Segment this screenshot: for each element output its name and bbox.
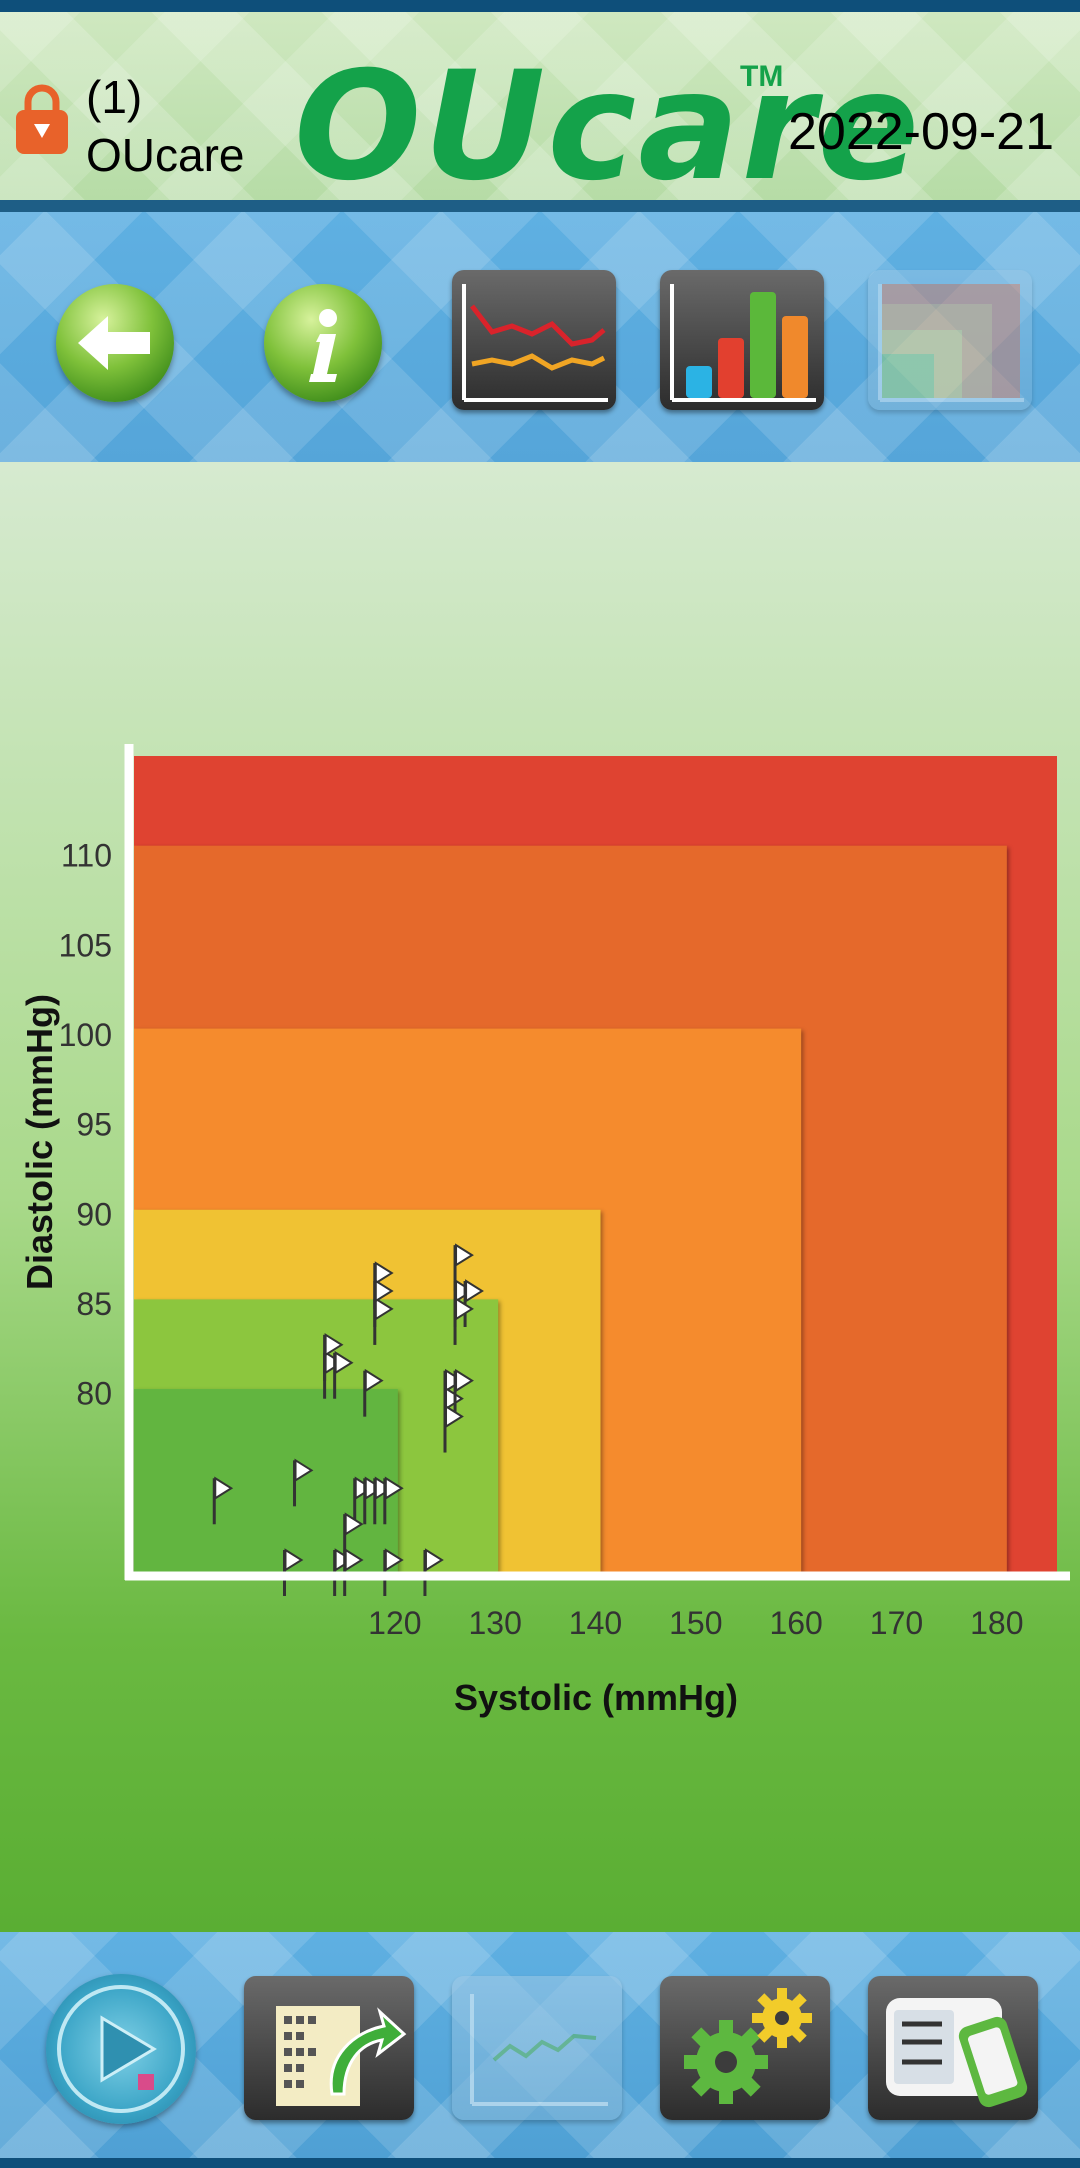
y-tick-label: 95 (76, 1107, 112, 1143)
y-tick-label: 105 (59, 927, 112, 963)
back-button[interactable] (56, 284, 174, 402)
lock-icon[interactable] (14, 82, 70, 156)
y-tick-label: 80 (76, 1376, 112, 1412)
flag-icon[interactable] (453, 1368, 474, 1417)
device-sync-icon (886, 1998, 1028, 2108)
brand-logo: OUcare (294, 40, 922, 214)
flag-icon[interactable] (212, 1476, 234, 1525)
bar-chart-button[interactable] (660, 270, 824, 410)
x-axis-label: Systolic (mmHg) (454, 1677, 738, 1718)
x-tick-label: 160 (769, 1605, 822, 1641)
export-button[interactable] (244, 1976, 414, 2120)
x-tick-label: 140 (569, 1605, 622, 1641)
y-tick-label: 110 (61, 838, 112, 874)
device-button[interactable] (868, 1976, 1038, 2120)
top-toolbar (0, 212, 1080, 462)
y-tick-label: 85 (76, 1286, 112, 1322)
info-button[interactable] (264, 284, 382, 402)
trend-chart-icon (470, 1994, 608, 2106)
flag-icon[interactable] (363, 1368, 384, 1417)
play-icon (57, 1985, 185, 2113)
bottom-toolbar (0, 1932, 1080, 2168)
y-tick-label: 100 (59, 1017, 112, 1053)
x-tick-labels: 120 130 140 150 160 170 180 (368, 1605, 1023, 1641)
app-header: (1) OUcare OUcare TM 2022-09-21 (0, 0, 1080, 212)
bp-zones (134, 756, 1057, 1572)
x-tick-label: 120 (368, 1605, 421, 1641)
info-icon (309, 309, 337, 382)
measurement-points (212, 1243, 484, 1596)
gear-icon (684, 1988, 812, 2104)
flag-icon[interactable] (333, 1350, 354, 1399)
flag-icon[interactable] (373, 1279, 394, 1327)
line-chart-button[interactable] (452, 270, 616, 410)
flag-icon[interactable] (453, 1297, 474, 1345)
chart-panel: 80 85 90 95 100 105 110 120 130 140 150 160 170 180 … (0, 462, 1080, 1932)
date-label: 2022-09-21 (788, 103, 1054, 161)
line-chart-icon (462, 284, 608, 402)
zone-chart-button[interactable] (868, 270, 1032, 410)
trend-button[interactable] (452, 1976, 622, 2120)
back-arrow-icon (78, 316, 150, 370)
x-tick-label: 170 (870, 1605, 923, 1641)
y-tick-label: 90 (76, 1196, 112, 1232)
y-tick-labels: 80 85 90 95 100 105 110 (59, 838, 112, 1412)
trademark-mark: TM (740, 60, 784, 93)
user-name[interactable]: OUcare (86, 129, 245, 181)
bar-chart-icon (670, 284, 816, 402)
flag-icon[interactable] (383, 1476, 404, 1525)
flag-icon[interactable] (443, 1404, 464, 1453)
user-number[interactable]: (1) (86, 71, 143, 123)
settings-button[interactable] (660, 1976, 830, 2120)
flag-icon[interactable] (293, 1458, 314, 1507)
flag-icon[interactable] (323, 1332, 344, 1381)
export-icon (276, 2006, 407, 2106)
x-tick-label: 130 (468, 1605, 521, 1641)
x-tick-label: 180 (970, 1605, 1023, 1641)
y-axis-label: Diastolic (mmHg) (19, 994, 60, 1290)
zone-chart-icon (878, 284, 1024, 402)
measure-button[interactable] (46, 1974, 196, 2124)
x-tick-label: 150 (669, 1605, 722, 1641)
